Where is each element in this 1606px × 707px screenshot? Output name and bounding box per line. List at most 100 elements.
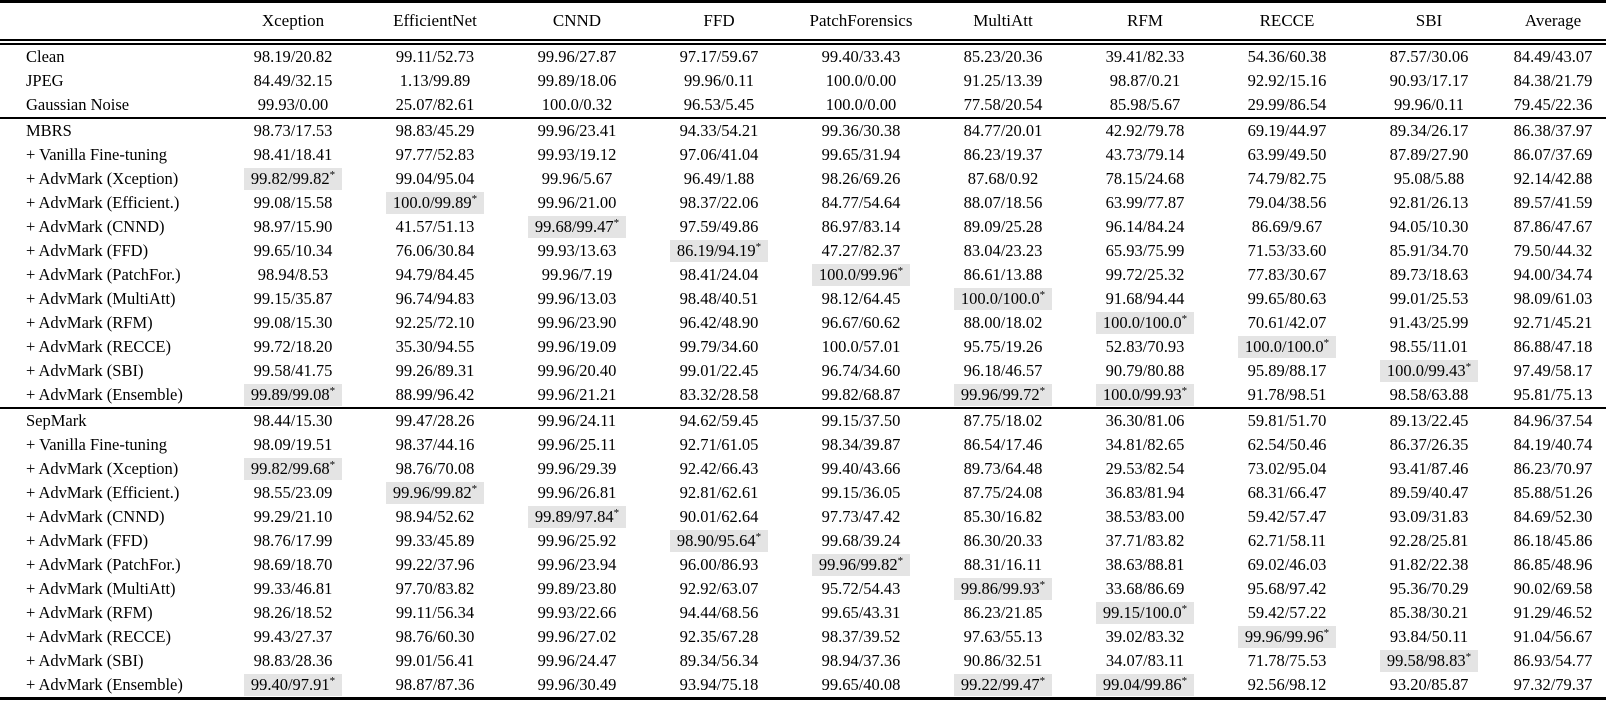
table-row: + AdvMark (RECCE) 99.72/18.20 35.30/94.55 9… bbox=[0, 335, 1606, 359]
column-header-rfm: RFM bbox=[1074, 1, 1216, 45]
highlighted-value: 99.40/97.91* bbox=[243, 674, 343, 696]
metric-cell: 90.01/62.64 bbox=[679, 507, 759, 526]
metric-cell: 95.08/5.88 bbox=[1393, 169, 1465, 188]
metric-cell: 92.28/25.81 bbox=[1389, 531, 1469, 550]
metric-cell: 99.86/99.93* bbox=[932, 577, 1074, 601]
table-row: + AdvMark (RFM) 99.08/15.30 92.25/72.10 99.… bbox=[0, 311, 1606, 335]
metric-cell: 95.72/54.43 bbox=[821, 579, 901, 598]
highlighted-value: 100.0/99.93* bbox=[1095, 384, 1195, 406]
metric-cell: 99.96/25.92 bbox=[537, 531, 617, 550]
metric-cell: 96.14/84.24 bbox=[1105, 217, 1185, 236]
metric-cell: 98.41/18.41 bbox=[253, 145, 333, 164]
column-header-efficientnet: EfficientNet bbox=[364, 1, 506, 45]
metric-cell: 90.93/17.17 bbox=[1389, 71, 1469, 90]
metric-cell: 99.89/97.84* bbox=[506, 505, 648, 529]
column-header-multiatt: MultiAtt bbox=[932, 1, 1074, 45]
metric-cell: 36.83/81.94 bbox=[1105, 483, 1185, 502]
metric-cell: 39.41/82.33 bbox=[1105, 47, 1185, 66]
table-header: Xception EfficientNet CNND FFD PatchForensic… bbox=[0, 1, 1606, 45]
metric-cell: 42.92/79.78 bbox=[1074, 117, 1216, 143]
row-label: + AdvMark (RFM) bbox=[26, 313, 153, 332]
table-row: + AdvMark (Ensemble) 99.89/99.08* 88.99/96… bbox=[0, 383, 1606, 408]
metric-cell: 91.04/56.67 bbox=[1513, 627, 1593, 646]
metric-cell: 96.74/94.83 bbox=[395, 289, 475, 308]
metric-cell: 98.58/63.88 bbox=[1389, 385, 1469, 404]
metric-cell: 99.68/39.24 bbox=[821, 531, 901, 550]
highlighted-value: 100.0/100.0* bbox=[953, 288, 1053, 310]
table-row: + AdvMark (FFD) 98.76/17.99 99.33/45.89 99.… bbox=[0, 529, 1606, 553]
metric-cell: 99.72/18.20 bbox=[253, 337, 333, 356]
row-label: + AdvMark (SBI) bbox=[26, 651, 144, 670]
metric-cell: 86.30/20.33 bbox=[963, 531, 1043, 550]
metric-cell: 99.96/23.94 bbox=[537, 555, 617, 574]
metric-cell: 92.71/45.21 bbox=[1513, 313, 1593, 332]
metric-cell: 84.69/52.30 bbox=[1513, 507, 1593, 526]
star-marker: * bbox=[613, 507, 620, 519]
metric-cell: 87.57/30.06 bbox=[1389, 47, 1469, 66]
metric-cell: 76.06/30.84 bbox=[395, 241, 475, 260]
highlighted-value: 98.90/95.64* bbox=[669, 530, 769, 552]
metric-cell: 92.42/66.43 bbox=[679, 459, 759, 478]
metric-cell: 87.86/47.67 bbox=[1513, 217, 1593, 236]
metric-cell: 86.23/19.37 bbox=[963, 145, 1043, 164]
metric-cell: 84.19/40.74 bbox=[1513, 435, 1593, 454]
metric-cell: 97.59/49.86 bbox=[679, 217, 759, 236]
metric-cell: 69.02/46.03 bbox=[1247, 555, 1327, 574]
metric-cell: 37.71/83.82 bbox=[1105, 531, 1185, 550]
table-row: + AdvMark (PatchFor.) 98.94/8.53 94.79/84.… bbox=[0, 263, 1606, 287]
metric-cell: 85.91/34.70 bbox=[1389, 241, 1469, 260]
metric-cell: 99.43/27.37 bbox=[253, 627, 333, 646]
metric-cell: 41.57/51.13 bbox=[395, 217, 475, 236]
metric-cell: 98.94/8.53 bbox=[257, 265, 329, 284]
metric-cell: 33.68/86.69 bbox=[1105, 579, 1185, 598]
metric-cell: 96.74/34.60 bbox=[821, 361, 901, 380]
metric-cell: 99.82/68.87 bbox=[821, 385, 901, 404]
metric-cell: 100.0/99.96* bbox=[790, 263, 932, 287]
metric-cell: 59.81/51.70 bbox=[1216, 407, 1358, 433]
metric-cell: 86.18/45.86 bbox=[1513, 531, 1593, 550]
metric-cell: 99.01/22.45 bbox=[679, 361, 759, 380]
table-row: + AdvMark (RECCE) 99.43/27.37 98.76/60.30 9… bbox=[0, 625, 1606, 649]
metric-cell: 98.94/52.62 bbox=[395, 507, 475, 526]
metric-cell: 99.96/23.90 bbox=[537, 313, 617, 332]
metric-cell: 98.09/19.51 bbox=[253, 435, 333, 454]
metric-cell: 98.37/44.16 bbox=[395, 435, 475, 454]
metric-cell: 34.07/83.11 bbox=[1105, 651, 1185, 670]
metric-cell: 91.82/22.38 bbox=[1389, 555, 1469, 574]
column-header-xception: Xception bbox=[222, 1, 364, 45]
table-row: + AdvMark (RFM) 98.26/18.52 99.11/56.34 99.… bbox=[0, 601, 1606, 625]
metric-cell: 25.07/82.61 bbox=[395, 95, 475, 114]
metric-cell: 1.13/99.89 bbox=[399, 71, 471, 90]
metric-cell: 99.96/25.11 bbox=[537, 435, 617, 454]
metric-cell: 92.35/67.28 bbox=[679, 627, 759, 646]
metric-cell: 99.08/15.30 bbox=[253, 313, 333, 332]
highlighted-value: 99.82/99.82* bbox=[243, 168, 343, 190]
table-row: + AdvMark (FFD) 99.65/10.34 76.06/30.84 99.… bbox=[0, 239, 1606, 263]
row-label: Gaussian Noise bbox=[26, 95, 130, 114]
metric-cell: 99.89/18.06 bbox=[537, 71, 617, 90]
metric-cell: 71.78/75.53 bbox=[1247, 651, 1327, 670]
metric-cell: 98.76/60.30 bbox=[395, 627, 475, 646]
metric-cell: 86.38/37.97 bbox=[1500, 117, 1606, 143]
metric-cell: 93.84/50.11 bbox=[1389, 627, 1469, 646]
table-row: + Vanilla Fine-tuning 98.41/18.41 97.77/52… bbox=[0, 143, 1606, 167]
metric-cell: 98.37/39.52 bbox=[821, 627, 901, 646]
metric-cell: 99.26/89.31 bbox=[395, 361, 475, 380]
table-row: + AdvMark (PatchFor.) 98.69/18.70 99.22/37… bbox=[0, 553, 1606, 577]
metric-cell: 99.08/15.58 bbox=[253, 193, 333, 212]
metric-cell: 98.09/61.03 bbox=[1513, 289, 1593, 308]
metric-cell: 99.04/95.04 bbox=[395, 169, 475, 188]
metric-cell: 88.99/96.42 bbox=[395, 385, 475, 404]
metric-cell: 98.69/18.70 bbox=[253, 555, 333, 574]
metric-cell: 71.53/33.60 bbox=[1247, 241, 1327, 260]
metric-cell: 99.96/5.67 bbox=[541, 169, 613, 188]
metric-cell: 91.29/46.52 bbox=[1513, 603, 1593, 622]
table-row: JPEG 84.49/32.15 1.13/99.89 99.89/18.06 99.9… bbox=[0, 69, 1606, 93]
metric-cell: 99.58/98.83* bbox=[1358, 649, 1500, 673]
metric-cell: 99.96/7.19 bbox=[541, 265, 613, 284]
metric-cell: 99.68/99.47* bbox=[506, 215, 648, 239]
highlighted-value: 100.0/100.0* bbox=[1095, 312, 1195, 334]
metric-cell: 38.53/83.00 bbox=[1105, 507, 1185, 526]
star-marker: * bbox=[1465, 361, 1472, 373]
metric-cell: 79.45/22.36 bbox=[1513, 95, 1593, 114]
